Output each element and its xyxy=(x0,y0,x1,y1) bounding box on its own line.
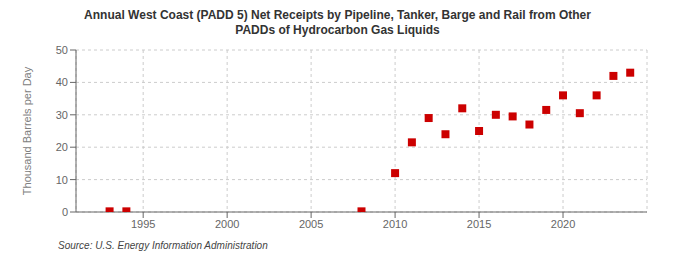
svg-text:2005: 2005 xyxy=(299,218,323,230)
svg-text:2010: 2010 xyxy=(383,218,407,230)
svg-text:1995: 1995 xyxy=(131,218,155,230)
html-text:Source: U.S. Energy Informatio: Source: U.S. Energy Information Administ… xyxy=(58,240,268,251)
svg-text:20: 20 xyxy=(56,141,68,153)
svg-text:40: 40 xyxy=(56,76,68,88)
svg-text:2000: 2000 xyxy=(215,218,239,230)
svg-text:2020: 2020 xyxy=(551,218,575,230)
svg-text:2015: 2015 xyxy=(467,218,491,230)
html-text:Annual West Coast (PADD 5) Net: Annual West Coast (PADD 5) Net Receipts … xyxy=(84,8,591,37)
svg-text:Thousand Barrels per Day: Thousand Barrels per Day xyxy=(21,66,33,195)
svg-text:0: 0 xyxy=(62,206,68,218)
svg-text:50: 50 xyxy=(56,44,68,56)
svg-text:10: 10 xyxy=(56,174,68,186)
svg-text:30: 30 xyxy=(56,109,68,121)
